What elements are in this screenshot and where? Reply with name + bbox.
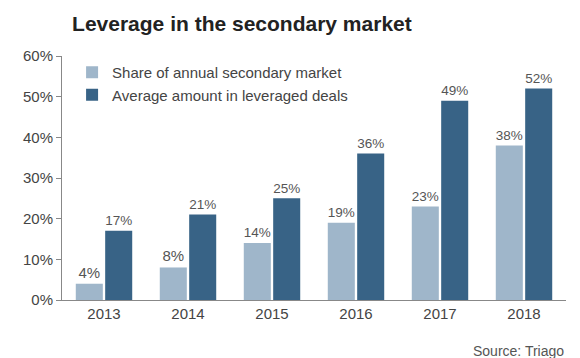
- svg-text:2013: 2013: [87, 305, 120, 322]
- svg-text:52%: 52%: [525, 71, 552, 86]
- svg-text:Share of annual secondary mark: Share of annual secondary market: [112, 64, 342, 81]
- svg-text:2014: 2014: [171, 305, 204, 322]
- svg-text:Average amount in leveraged de: Average amount in leveraged deals: [112, 87, 348, 104]
- svg-text:17%: 17%: [105, 213, 132, 228]
- svg-text:Source: Triago: Source: Triago: [473, 343, 564, 358]
- svg-text:23%: 23%: [412, 189, 439, 204]
- svg-text:36%: 36%: [357, 136, 384, 151]
- svg-text:21%: 21%: [189, 197, 216, 212]
- svg-text:38%: 38%: [496, 128, 523, 143]
- svg-text:2015: 2015: [255, 305, 288, 322]
- svg-text:2017: 2017: [423, 305, 456, 322]
- svg-text:2018: 2018: [507, 305, 540, 322]
- svg-text:20%: 20%: [23, 210, 53, 227]
- svg-text:40%: 40%: [23, 129, 53, 146]
- svg-text:19%: 19%: [328, 205, 355, 220]
- svg-text:50%: 50%: [23, 88, 53, 105]
- svg-text:8%: 8%: [162, 247, 184, 264]
- svg-text:49%: 49%: [441, 83, 468, 98]
- svg-text:10%: 10%: [23, 251, 53, 268]
- svg-text:25%: 25%: [273, 181, 300, 196]
- svg-text:14%: 14%: [244, 225, 271, 240]
- svg-text:2016: 2016: [339, 305, 372, 322]
- svg-text:Leverage in the secondary mark: Leverage in the secondary market: [72, 12, 412, 35]
- svg-text:0%: 0%: [31, 291, 53, 308]
- svg-text:4%: 4%: [78, 264, 100, 281]
- svg-text:60%: 60%: [23, 47, 53, 64]
- svg-text:30%: 30%: [23, 169, 53, 186]
